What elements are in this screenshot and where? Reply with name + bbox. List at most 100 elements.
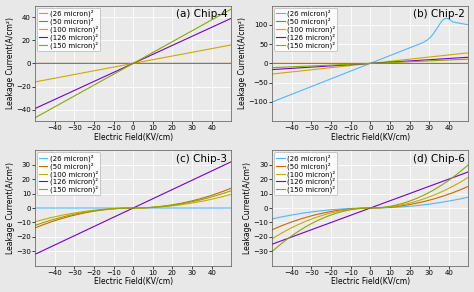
(126 micron)² [122,210,128,213]
(150 micron)² [42,110,48,114]
(50 micron)² [32,62,38,65]
(100 micron)² [122,63,128,67]
(126 micron)² [279,67,285,71]
(100 micron)² [32,80,38,84]
(26 micron)² [223,62,228,65]
(26 micron)² [365,206,371,210]
(126 micron)² [42,102,48,106]
(100 micron)² [187,51,192,55]
(26 micron)² [365,63,371,66]
Text: (d) Chip-6: (d) Chip-6 [413,154,465,164]
(150 micron)² [228,7,234,11]
(150 micron)² [279,65,285,69]
(150 micron)² [465,163,471,166]
(50 micron)² [269,62,275,65]
(50 micron)² [187,62,192,65]
(26 micron)² [460,22,465,26]
(100 micron)² [269,72,275,76]
(26 micron)² [460,197,465,200]
(50 micron)² [269,228,275,232]
(50 micron)² [228,186,234,190]
(126 micron)² [424,185,429,189]
(126 micron)² [128,63,133,66]
(126 micron)² [122,65,128,69]
(50 micron)² [42,62,48,65]
(150 micron)² [460,168,465,171]
(150 micron)² [228,189,234,192]
(50 micron)² [424,199,429,203]
(50 micron)² [122,62,128,65]
(50 micron)² [223,189,228,192]
(26 micron)² [424,39,429,42]
(26 micron)² [223,206,228,210]
(126 micron)² [365,207,371,211]
(126 micron)² [460,172,465,176]
(150 micron)² [360,62,365,65]
(150 micron)² [223,11,228,14]
(26 micron)² [187,62,192,65]
(150 micron)² [223,11,228,14]
(150 micron)² [365,62,371,65]
(26 micron)² [444,17,449,20]
Line: (50 micron)²: (50 micron)² [272,186,468,230]
(126 micron)² [223,19,228,23]
Line: (150 micron)²: (150 micron)² [272,59,468,68]
(100 micron)² [269,237,275,241]
Line: (100 micron)²: (100 micron)² [272,53,468,74]
(150 micron)² [32,224,38,227]
(26 micron)² [228,62,234,65]
(100 micron)² [460,179,465,182]
(26 micron)² [187,206,192,210]
(26 micron)² [122,62,128,65]
(50 micron)² [424,62,429,65]
(50 micron)² [460,62,465,65]
Y-axis label: Leakage Current(A/cm²): Leakage Current(A/cm²) [238,18,247,110]
(50 micron)² [223,62,228,65]
(150 micron)² [279,241,285,245]
(126 micron)² [223,19,228,23]
(50 micron)² [32,226,38,230]
(50 micron)² [187,200,192,203]
(150 micron)² [424,59,429,63]
(100 micron)² [279,71,285,75]
Line: (126 micron)²: (126 micron)² [35,18,231,109]
(150 micron)² [269,250,275,253]
(150 micron)² [460,168,465,171]
(100 micron)² [460,179,465,182]
Y-axis label: Leakage Current(A/cm²): Leakage Current(A/cm²) [243,162,252,254]
(100 micron)² [42,217,48,221]
(100 micron)² [460,52,465,55]
X-axis label: Electric Field(KV/cm): Electric Field(KV/cm) [93,277,173,286]
(26 micron)² [128,62,133,65]
(126 micron)² [223,163,228,166]
(26 micron)² [128,206,133,210]
Line: (50 micron)²: (50 micron)² [35,188,231,228]
(50 micron)² [365,62,371,65]
(26 micron)² [122,206,128,210]
(150 micron)² [187,30,192,34]
(126 micron)² [465,170,471,174]
Line: (150 micron)²: (150 micron)² [35,9,231,118]
Line: (150 micron)²: (150 micron)² [35,191,231,225]
(100 micron)² [128,206,133,210]
(150 micron)² [128,206,133,210]
(50 micron)² [460,62,465,65]
(50 micron)² [465,62,471,65]
(50 micron)² [460,187,465,190]
(126 micron)² [32,107,38,110]
(126 micron)² [187,36,192,39]
Line: (100 micron)²: (100 micron)² [272,177,468,239]
(100 micron)² [228,192,234,196]
(150 micron)² [424,192,429,195]
(126 micron)² [460,56,465,59]
(26 micron)² [228,206,234,210]
(100 micron)² [365,206,371,210]
Y-axis label: Leakage Current(A/cm²): Leakage Current(A/cm²) [6,162,15,254]
(100 micron)² [128,62,133,66]
(126 micron)² [460,56,465,59]
(150 micron)² [465,58,471,61]
(26 micron)² [279,96,285,100]
(26 micron)² [32,206,38,210]
(126 micron)² [228,160,234,164]
(100 micron)² [365,62,371,65]
